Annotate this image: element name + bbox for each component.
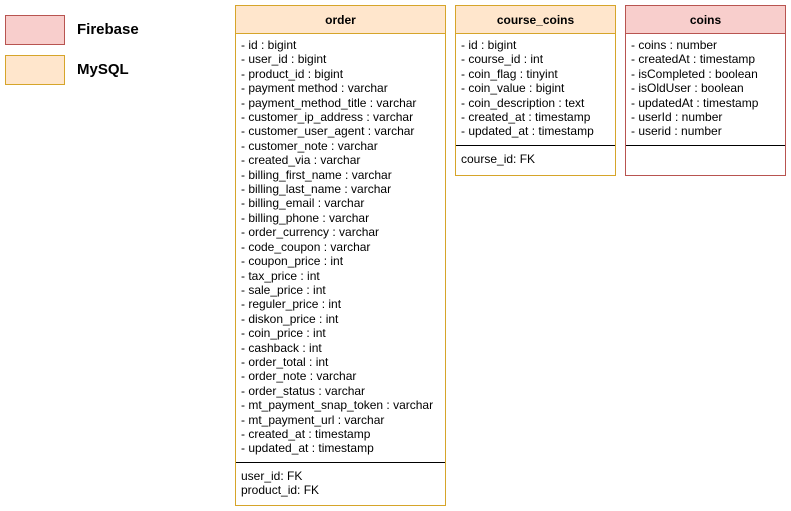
table-header: coins bbox=[626, 6, 785, 34]
field: - created_via : varchar bbox=[241, 153, 361, 168]
field: - coin_value : bigint bbox=[461, 81, 565, 96]
field: - updatedAt : timestamp bbox=[631, 95, 759, 110]
table-header: order bbox=[236, 6, 445, 34]
field: - coin_flag : tinyint bbox=[461, 66, 558, 81]
table-header: course_coins bbox=[456, 6, 615, 34]
table: order - id : bigint - user_id : bigint - pr… bbox=[235, 5, 446, 506]
field: - userId : number bbox=[631, 110, 723, 125]
field: - billing_last_name : varchar bbox=[241, 182, 392, 197]
key: user_id: FK bbox=[241, 468, 303, 483]
field: - mt_payment_url : varchar bbox=[241, 412, 385, 427]
firebase-swatch bbox=[5, 15, 65, 45]
field: - customer_note : varchar bbox=[241, 138, 378, 153]
table: course_coins - id : bigint - course_id : i… bbox=[455, 5, 616, 176]
field: - coin_description : text bbox=[461, 95, 585, 110]
key-list bbox=[626, 144, 785, 183]
field: - updated_at : timestamp bbox=[461, 124, 594, 139]
field-list: - coins : number - createdAt : timestamp -… bbox=[626, 34, 785, 145]
legend-label: Firebase bbox=[77, 21, 139, 38]
field: - coin_price : int bbox=[241, 326, 326, 341]
mysql-swatch bbox=[5, 55, 65, 85]
field: - userid : number bbox=[631, 124, 722, 139]
field: - createdAt : timestamp bbox=[631, 52, 756, 67]
key: product_id: FK bbox=[241, 483, 320, 498]
field: - created_at : timestamp bbox=[241, 426, 371, 441]
field: - mt_payment_snap_token : varchar bbox=[241, 398, 434, 413]
table: coins - coins : number - createdAt : times… bbox=[625, 5, 786, 176]
field: - isOldUser : boolean bbox=[631, 81, 744, 96]
field: - coins : number bbox=[631, 38, 718, 52]
key-list: course_id: FK bbox=[456, 144, 615, 172]
key-list: user_id: FK product_id: FK bbox=[236, 461, 445, 504]
field: - code_coupon : varchar bbox=[241, 239, 371, 254]
field: - coupon_price : int bbox=[241, 254, 344, 269]
field: - cashback : int bbox=[241, 340, 322, 355]
field: - reguler_price : int bbox=[241, 297, 342, 312]
field: - isCompleted : boolean bbox=[631, 66, 758, 81]
field: - product_id : bigint bbox=[241, 66, 344, 81]
legend-label: MySQL bbox=[77, 61, 129, 78]
field: - order_status : varchar bbox=[241, 383, 366, 398]
field: - diskon_price : int bbox=[241, 311, 339, 326]
field: - course_id : int bbox=[461, 52, 544, 67]
field: - updated_at : timestamp bbox=[241, 441, 374, 456]
field: - billing_first_name : varchar bbox=[241, 167, 392, 182]
field: - tax_price : int bbox=[241, 268, 320, 283]
field: - id : bigint bbox=[461, 38, 517, 52]
key: course_id: FK bbox=[461, 151, 536, 166]
field-list: - id : bigint - user_id : bigint - product… bbox=[236, 34, 445, 462]
field: - order_total : int bbox=[241, 354, 329, 369]
field: - order_currency : varchar bbox=[241, 225, 380, 240]
field: - customer_user_agent : varchar bbox=[241, 124, 415, 139]
field: - payment method : varchar bbox=[241, 81, 388, 96]
field: - sale_price : int bbox=[241, 282, 326, 297]
field: - id : bigint bbox=[241, 38, 297, 52]
field: - customer_ip_address : varchar bbox=[241, 110, 414, 125]
field: - user_id : bigint bbox=[241, 52, 327, 67]
field: - payment_method_title : varchar bbox=[241, 95, 417, 110]
field: - billing_email : varchar bbox=[241, 196, 365, 211]
field: - created_at : timestamp bbox=[461, 110, 591, 125]
field: - billing_phone : varchar bbox=[241, 210, 370, 225]
field: - order_note : varchar bbox=[241, 369, 357, 384]
field-list: - id : bigint - course_id : int - coin_fla… bbox=[456, 34, 615, 145]
